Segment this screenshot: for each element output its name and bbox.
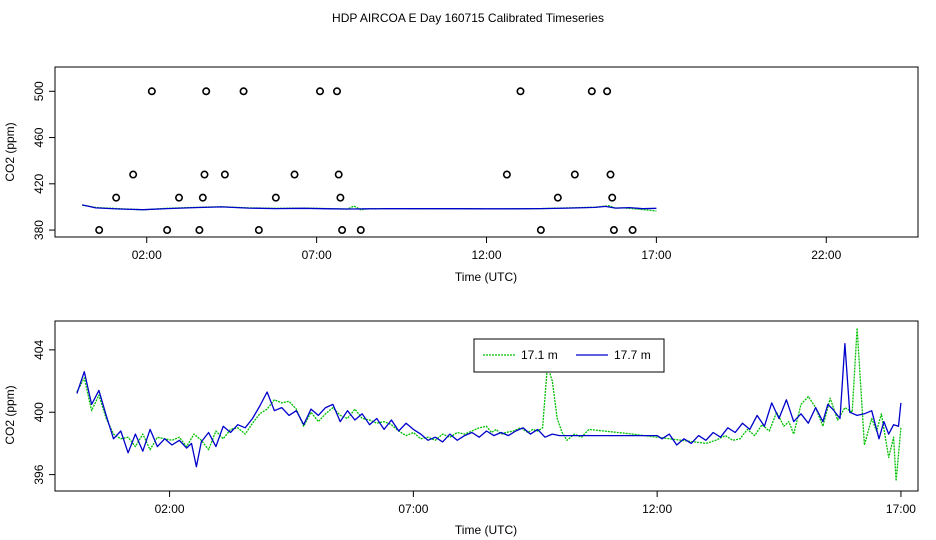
top-y-tick-label: 500 (32, 81, 46, 101)
top-y-axis-label: CO2 (ppm) (3, 122, 17, 181)
calibration-point (336, 193, 345, 202)
calibration-point (553, 193, 562, 202)
bottom-x-tick-label: 02:00 (155, 502, 185, 516)
top-y-tick-label: 380 (32, 220, 46, 240)
calibration-point (195, 226, 204, 235)
calibration-point (254, 226, 263, 235)
top-series-lines (82, 204, 657, 212)
bottom-y-tick-label: 396 (32, 464, 46, 484)
bottom-series-line-green (76, 327, 902, 482)
top-y-tick-label: 420 (32, 173, 46, 193)
calibration-point (333, 87, 342, 96)
calibration-point (316, 87, 325, 96)
calibration-point (570, 170, 579, 179)
top-x-tick-label: 12:00 (471, 248, 501, 262)
bottom-y-axis: 396 400 404 (32, 340, 55, 485)
top-x-tick-label: 17:00 (641, 248, 671, 262)
calibration-point (200, 170, 209, 179)
calibration-point (129, 170, 138, 179)
bottom-x-tick-label: 07:00 (398, 502, 428, 516)
calibration-point (587, 87, 596, 96)
calibration-point (338, 226, 347, 235)
bottom-x-axis-label: Time (UTC) (455, 523, 517, 537)
bottom-y-tick-label: 400 (32, 402, 46, 422)
calibration-point (175, 193, 184, 202)
top-y-tick-label: 460 (32, 127, 46, 147)
calibration-point (95, 226, 104, 235)
calibration-point (220, 170, 229, 179)
calibration-point (147, 87, 156, 96)
legend-label-17-1m: 17.1 m (521, 348, 558, 362)
calibration-point (516, 87, 525, 96)
bottom-y-tick-label: 404 (32, 340, 46, 360)
calibration-point (271, 193, 280, 202)
calibration-point (239, 87, 248, 96)
bottom-x-tick-label: 17:00 (886, 502, 916, 516)
bottom-panel: 02:00 07:00 12:00 17:00 396 400 404 Time (UTC… (3, 320, 919, 537)
top-series-line-blue (82, 204, 657, 211)
calibration-point (163, 226, 172, 235)
calibration-point (198, 193, 207, 202)
calibration-point (334, 170, 343, 179)
legend: 17.1 m 17.7 m (473, 338, 665, 373)
calibration-point (202, 87, 211, 96)
bottom-y-axis-label: CO2 (ppm) (3, 385, 17, 444)
bottom-series-lines (76, 327, 902, 482)
calibration-point (609, 226, 618, 235)
top-calibration-points (95, 87, 637, 235)
bottom-x-axis: 02:00 07:00 12:00 17:00 (155, 491, 916, 516)
legend-label-17-7m: 17.7 m (614, 348, 651, 362)
top-y-axis: 380 420 460 500 (32, 81, 55, 240)
calibration-point (290, 170, 299, 179)
top-plot-frame (54, 66, 919, 238)
calibration-point (603, 87, 612, 96)
top-x-tick-label: 02:00 (132, 248, 162, 262)
bottom-series-line-blue (76, 342, 902, 468)
calibration-point (112, 193, 121, 202)
calibration-point (502, 170, 511, 179)
top-x-tick-label: 22:00 (811, 248, 841, 262)
calibration-point (606, 170, 615, 179)
chart-title: HDP AIRCOA E Day 160715 Calibrated Times… (332, 11, 604, 25)
calibration-point (608, 193, 617, 202)
top-x-axis: 02:00 07:00 12:00 17:00 22:00 (132, 237, 842, 262)
top-x-axis-label: Time (UTC) (455, 270, 517, 284)
top-panel: 02:00 07:00 12:00 17:00 22:00 380 420 460 500 T… (3, 66, 919, 284)
top-x-tick-label: 07:00 (302, 248, 332, 262)
calibration-point (356, 226, 365, 235)
calibration-point (628, 226, 637, 235)
bottom-plot-frame (54, 320, 919, 492)
calibration-point (536, 226, 545, 235)
bottom-x-tick-label: 12:00 (642, 502, 672, 516)
